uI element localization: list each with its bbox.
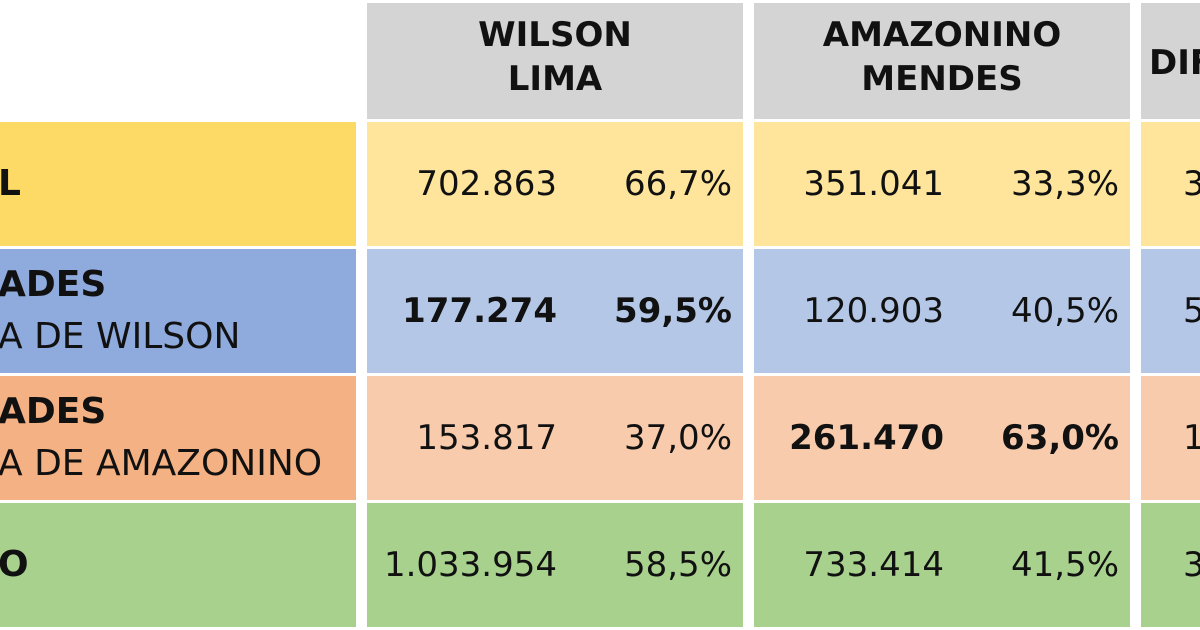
amazonino-cell: 733.414 41,5% bbox=[754, 503, 1130, 627]
amazonino-cell: 351.041 33,3% bbox=[754, 122, 1130, 246]
percent-value: 63,0% bbox=[1001, 418, 1119, 458]
row-label-cell: L bbox=[0, 122, 356, 246]
difference-value: 5 bbox=[1183, 291, 1200, 331]
percent-value: 37,0% bbox=[623, 418, 732, 458]
column-header: AMAZONINO MENDES bbox=[754, 3, 1130, 119]
wilson-cell: 153.817 37,0% bbox=[367, 376, 743, 500]
column-header: DIF bbox=[1141, 3, 1200, 119]
column-header-text: AMAZONINO MENDES bbox=[754, 13, 1130, 101]
difference-value: 1 bbox=[1183, 418, 1200, 458]
percent-value: 40,5% bbox=[1010, 291, 1119, 331]
row-label-title: ADES bbox=[0, 391, 107, 432]
percent-value: 66,7% bbox=[623, 164, 732, 204]
row-label-title: ADES bbox=[0, 264, 107, 305]
column-header-text: WILSON LIMA bbox=[367, 13, 743, 101]
column-header-line2: MENDES bbox=[861, 59, 1023, 99]
difference-value: 3 bbox=[1183, 164, 1200, 204]
wilson-cell: 1.033.954 58,5% bbox=[367, 503, 743, 627]
difference-cell: 3 bbox=[1141, 503, 1200, 627]
row-label-title: O bbox=[0, 544, 29, 585]
row-label-subtitle: A DE AMAZONINO bbox=[0, 443, 323, 484]
votes-value: 177.274 bbox=[402, 291, 557, 331]
votes-value: 351.041 bbox=[803, 164, 944, 204]
percent-value: 41,5% bbox=[1010, 545, 1119, 585]
row-label-subtitle: A DE WILSON bbox=[0, 316, 241, 357]
votes-value: 1.033.954 bbox=[383, 545, 557, 585]
amazonino-cell: 261.470 63,0% bbox=[754, 376, 1130, 500]
amazonino-cell: 120.903 40,5% bbox=[754, 249, 1130, 373]
difference-value: 3 bbox=[1183, 545, 1200, 585]
wilson-cell: 177.274 59,5% bbox=[367, 249, 743, 373]
column-header-text: DIF bbox=[1141, 41, 1200, 85]
percent-value: 58,5% bbox=[623, 545, 732, 585]
column-header-line1: WILSON bbox=[478, 15, 632, 55]
row-label-title: L bbox=[0, 163, 21, 204]
votes-value: 120.903 bbox=[803, 291, 944, 331]
row-label-cell: ADES A DE AMAZONINO bbox=[0, 376, 356, 500]
row-label-cell: ADES A DE WILSON bbox=[0, 249, 356, 373]
row-label-cell: O bbox=[0, 503, 356, 627]
percent-value: 33,3% bbox=[1010, 164, 1119, 204]
difference-cell: 5 bbox=[1141, 249, 1200, 373]
votes-value: 733.414 bbox=[803, 545, 944, 585]
column-header-line1: AMAZONINO bbox=[822, 15, 1062, 55]
column-header-line1: DIF bbox=[1149, 43, 1200, 83]
wilson-cell: 702.863 66,7% bbox=[367, 122, 743, 246]
votes-value: 702.863 bbox=[416, 164, 557, 204]
difference-cell: 1 bbox=[1141, 376, 1200, 500]
column-header: WILSON LIMA bbox=[367, 3, 743, 119]
votes-value: 261.470 bbox=[789, 418, 944, 458]
votes-value: 153.817 bbox=[416, 418, 557, 458]
difference-cell: 3 bbox=[1141, 122, 1200, 246]
percent-value: 59,5% bbox=[614, 291, 732, 331]
column-header-line2: LIMA bbox=[507, 59, 603, 99]
